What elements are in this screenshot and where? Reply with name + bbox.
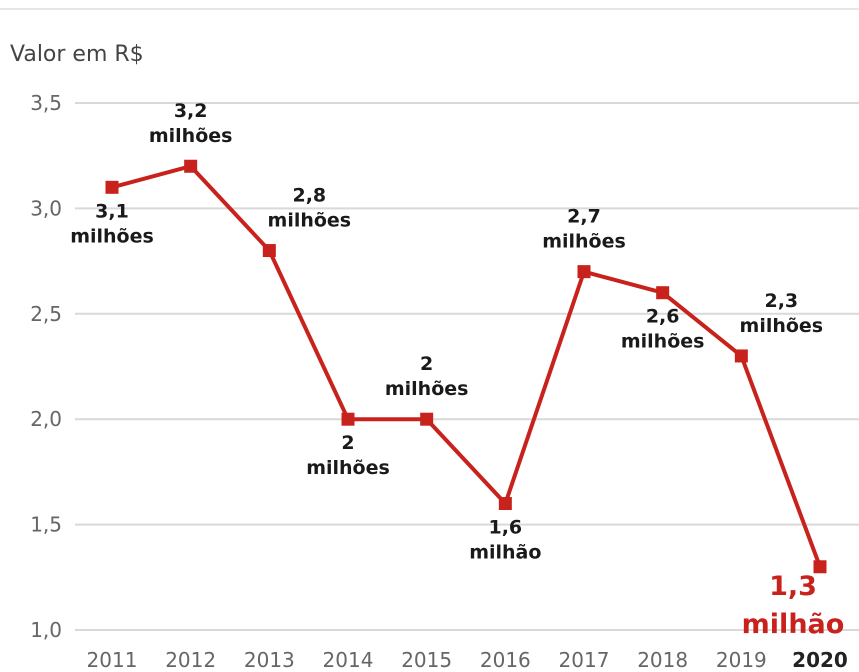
data-point-2014: [341, 412, 355, 426]
x-tick-label: 2019: [716, 648, 767, 672]
data-label-2011: 3,1 milhões: [70, 200, 154, 247]
data-label-value: 2,8: [292, 185, 326, 207]
data-label-unit: milhões: [149, 125, 233, 147]
data-label-unit: milhões: [740, 315, 824, 337]
data-label-unit: milhões: [385, 378, 469, 400]
top-divider: [0, 8, 859, 10]
data-points: [105, 159, 827, 574]
y-tick-label: 2,5: [30, 302, 62, 326]
series-line: [111, 164, 822, 568]
data-point-2011: [105, 180, 119, 194]
x-tick-labels: 2011 2012 2013 2014 2015 2016 2017 2018 2019 2020: [87, 648, 848, 672]
series-polyline: [111, 164, 822, 568]
y-tick-label: 1,5: [30, 513, 62, 537]
data-label-2016: 1,6 milhão: [469, 517, 541, 564]
y-tick-label: 3,0: [30, 196, 62, 220]
data-label-2020: 1,3 milhão: [742, 571, 845, 640]
data-label-unit: milhões: [621, 331, 705, 353]
data-point-2012: [184, 159, 198, 173]
y-tick-label: 1,0: [30, 618, 62, 642]
data-label-value: 2,7: [567, 206, 601, 228]
y-tick-label: 3,5: [30, 91, 62, 115]
data-point-2015: [420, 412, 434, 426]
x-tick-label: 2012: [165, 648, 216, 672]
data-label-value: 1,3: [769, 571, 817, 602]
data-label-unit: milhão: [469, 542, 541, 564]
x-tick-label: 2018: [637, 648, 688, 672]
data-label-unit: milhões: [70, 225, 154, 247]
data-point-2013: [262, 244, 276, 258]
data-label-unit: milhão: [742, 609, 845, 640]
data-label-value: 2,6: [646, 306, 680, 328]
x-tick-label: 2017: [559, 648, 610, 672]
gridlines: [75, 102, 859, 631]
data-label-2018: 2,6 milhões: [621, 306, 705, 353]
y-tick-label: 2,0: [30, 407, 62, 431]
x-tick-label: 2016: [480, 648, 531, 672]
data-point-2018: [656, 286, 670, 300]
data-point-2020: [813, 560, 827, 574]
data-label-2012: 3,2 milhões: [149, 100, 233, 147]
data-label-value: 2,3: [764, 290, 798, 312]
data-label-unit: milhões: [268, 210, 352, 232]
data-label-2019: 2,3 milhões: [740, 290, 824, 337]
data-point-2019: [734, 349, 748, 363]
data-label-2014: 2 milhões: [306, 432, 390, 479]
data-label-2015: 2 milhões: [385, 353, 469, 400]
data-label-value: 2: [420, 353, 433, 375]
data-label-value: 2: [341, 432, 354, 454]
data-labels: 3,1 milhões 3,2 milhões 2,8 milhões 2 milhões 2 m…: [70, 100, 844, 640]
data-label-2013: 2,8 milhões: [268, 185, 352, 232]
y-tick-labels: 1,0 1,5 2,0 2,5 3,0 3,5: [30, 91, 62, 642]
x-tick-label: 2014: [323, 648, 374, 672]
data-label-value: 3,2: [174, 100, 208, 122]
data-label-unit: milhões: [542, 231, 626, 253]
x-tick-label: 2013: [244, 648, 295, 672]
x-tick-label: 2020: [792, 648, 848, 672]
data-point-2017: [577, 265, 591, 279]
data-label-value: 1,6: [488, 517, 522, 539]
data-label-value: 3,1: [95, 200, 129, 222]
data-label-unit: milhões: [306, 457, 390, 479]
data-label-2017: 2,7 milhões: [542, 206, 626, 253]
y-axis-label: Valor em R$: [10, 42, 144, 67]
x-tick-label: 2015: [401, 648, 452, 672]
data-point-2016: [498, 497, 512, 511]
x-tick-label: 2011: [87, 648, 138, 672]
